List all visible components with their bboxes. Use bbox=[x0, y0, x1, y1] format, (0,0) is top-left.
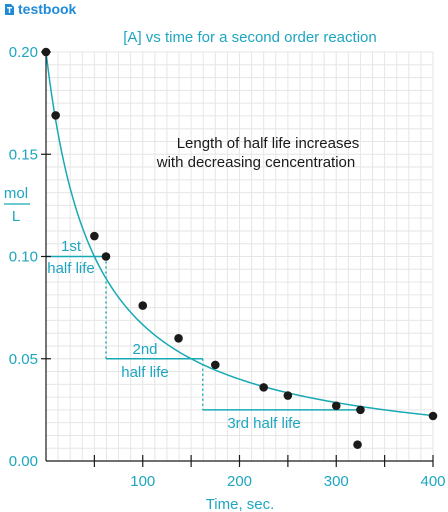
x-tick-label: 300 bbox=[324, 473, 349, 490]
axes bbox=[41, 48, 434, 467]
data-point bbox=[101, 252, 111, 261]
x-tick-label: 100 bbox=[130, 473, 155, 490]
y-axis-label-numerator: mol bbox=[4, 185, 28, 202]
data-point bbox=[283, 391, 293, 400]
half-life-2-label-line-1: 2nd bbox=[132, 341, 157, 358]
testbook-logo-icon bbox=[5, 3, 14, 15]
data-point bbox=[174, 334, 183, 343]
brand-name: testbook bbox=[18, 1, 77, 17]
annotation-line-2: with decreasing cencentration bbox=[156, 154, 355, 171]
half-life-markers bbox=[46, 255, 361, 411]
y-tick-label: 0.05 bbox=[9, 351, 38, 368]
data-point bbox=[428, 411, 438, 421]
data-point bbox=[353, 440, 362, 449]
y-axis-label-denominator: L bbox=[12, 208, 20, 225]
data-point bbox=[90, 231, 99, 241]
y-tick-label: 0.00 bbox=[9, 453, 38, 470]
annotation-line-1: Length of half life increases bbox=[177, 135, 360, 152]
half-life-3-label: 3rd half life bbox=[227, 415, 300, 432]
y-tick-label: 0.15 bbox=[9, 146, 38, 163]
x-tick-label: 200 bbox=[227, 473, 252, 490]
data-point bbox=[51, 111, 60, 120]
half-life-1-label-line-1: 1st bbox=[61, 238, 82, 255]
fit-curve bbox=[45, 51, 434, 417]
chart-title: [A] vs time for a second order reaction bbox=[123, 29, 376, 46]
data-points bbox=[41, 47, 438, 449]
data-point bbox=[259, 383, 268, 392]
brand: testbook bbox=[4, 1, 76, 17]
tick-labels: 100 200 300 400 0.00 0.05 0.10 0.15 0.20 bbox=[9, 44, 446, 490]
y-tick-label: 0.10 bbox=[9, 249, 38, 266]
x-tick-label: 400 bbox=[420, 473, 445, 490]
data-point bbox=[138, 301, 148, 310]
data-point bbox=[331, 401, 341, 411]
data-point bbox=[211, 360, 220, 370]
data-point bbox=[356, 405, 365, 415]
half-life-1-label-line-2: half life bbox=[47, 260, 95, 277]
data-point bbox=[41, 47, 51, 57]
y-tick-label: 0.20 bbox=[9, 44, 38, 61]
half-life-2-label-line-2: half life bbox=[121, 364, 169, 381]
x-axis-label: Time, sec. bbox=[206, 496, 275, 512]
